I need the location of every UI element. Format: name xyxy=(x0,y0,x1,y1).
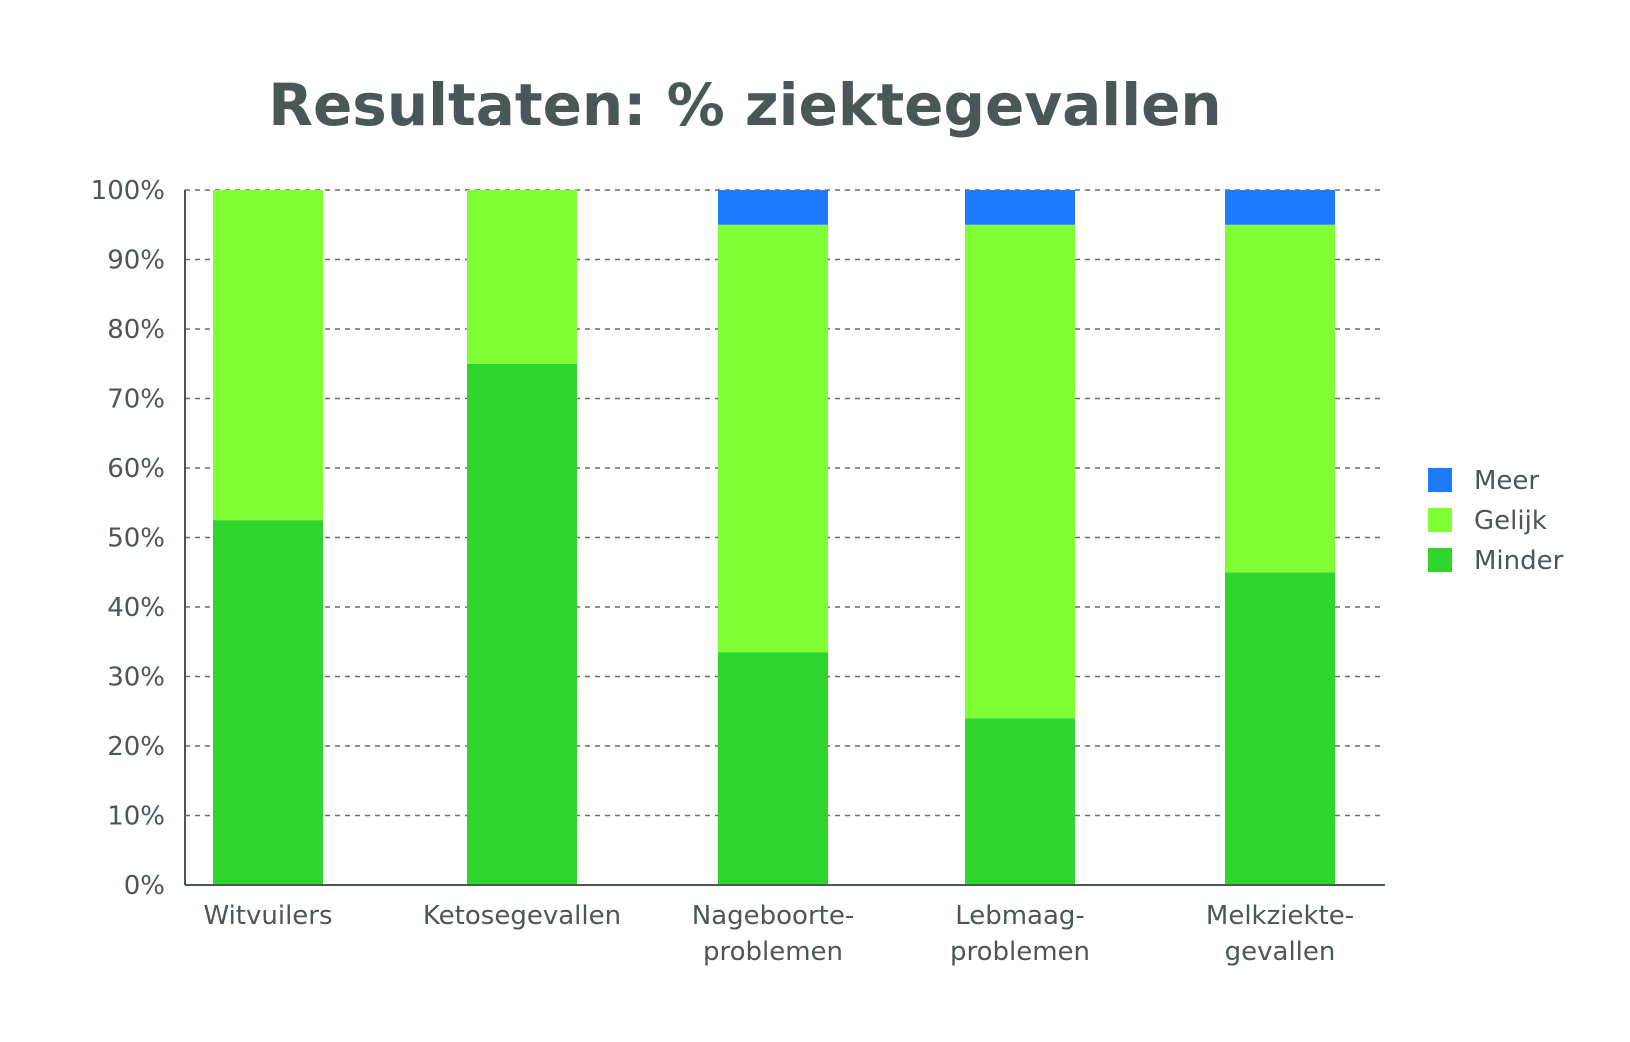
x-category-label: Melkziekte-gevallen xyxy=(1206,901,1354,967)
y-axis-tick-labels: 0% 10% 20% 30% 40% 50% 60% 70% 80% 90% 100% xyxy=(91,176,165,901)
y-tick-label: 50% xyxy=(107,524,165,554)
x-category-label: Ketosegevallen xyxy=(423,901,621,931)
legend-swatch-meer xyxy=(1428,468,1452,492)
axes xyxy=(184,190,1385,886)
y-tick-label: 70% xyxy=(107,385,165,415)
chart-title: Resultaten: % ziektegevallen xyxy=(268,71,1221,139)
y-tick-label: 80% xyxy=(107,315,165,345)
bar-segment-minder xyxy=(467,363,577,885)
y-tick-label: 10% xyxy=(107,802,165,832)
bar-segment-minder xyxy=(718,652,828,885)
y-tick-label: 90% xyxy=(107,246,165,276)
x-category-label: Nageboorte-problemen xyxy=(692,901,854,967)
bar-segment-gelijk xyxy=(467,190,577,364)
legend-swatch-gelijk xyxy=(1428,508,1452,532)
bar-segment-meer xyxy=(965,190,1075,225)
legend-label-minder: Minder xyxy=(1474,546,1564,576)
bar-segment-minder xyxy=(213,520,323,885)
bars xyxy=(213,190,1335,885)
bar-segment-meer xyxy=(1225,190,1335,225)
y-tick-label: 0% xyxy=(124,871,165,901)
legend: Meer Gelijk Minder xyxy=(1428,466,1564,576)
bar-segment-gelijk xyxy=(965,224,1075,719)
x-category-label: Witvuilers xyxy=(203,901,332,931)
bar-segment-minder xyxy=(965,718,1075,885)
legend-swatch-minder xyxy=(1428,548,1452,572)
y-tick-label: 60% xyxy=(107,454,165,484)
legend-label-gelijk: Gelijk xyxy=(1474,506,1547,536)
legend-label-meer: Meer xyxy=(1474,466,1539,496)
y-tick-label: 100% xyxy=(91,176,165,206)
y-tick-label: 40% xyxy=(107,593,165,623)
y-tick-label: 20% xyxy=(107,732,165,762)
bar-segment-gelijk xyxy=(718,224,828,653)
y-tick-label: 30% xyxy=(107,663,165,693)
x-axis-category-labels: Witvuilers Ketosegevallen Nageboorte-probl… xyxy=(203,901,1354,967)
bar-segment-minder xyxy=(1225,572,1335,885)
x-category-label: Lebmaag-problemen xyxy=(950,901,1090,967)
bar-segment-gelijk xyxy=(1225,224,1335,573)
bar-segment-meer xyxy=(718,190,828,225)
bar-segment-gelijk xyxy=(213,190,323,521)
